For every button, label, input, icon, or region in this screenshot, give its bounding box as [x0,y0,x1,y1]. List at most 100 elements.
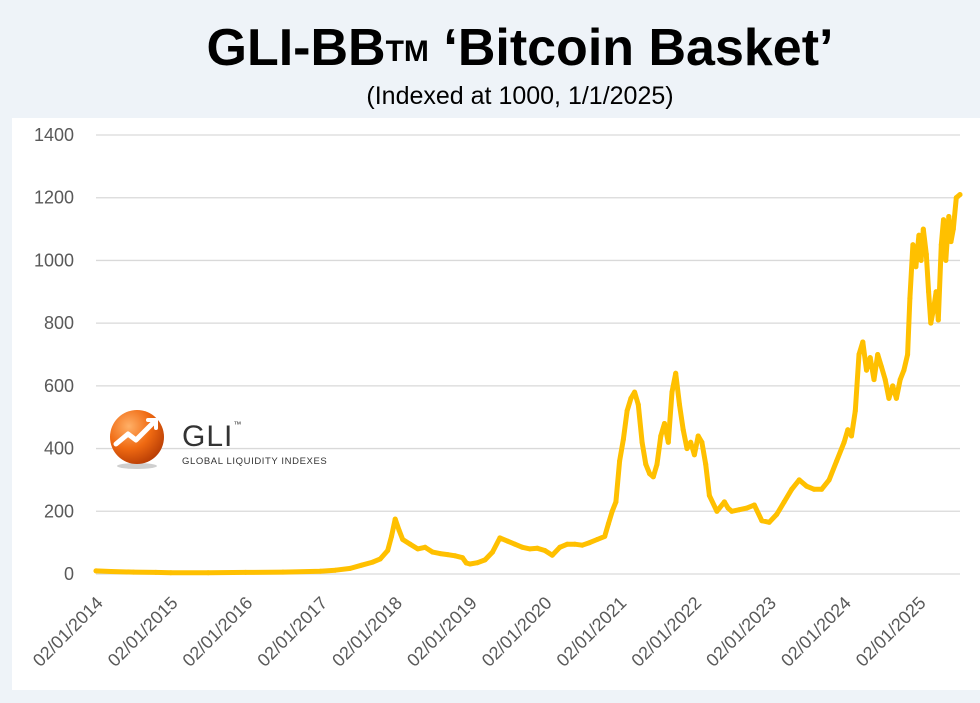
data-point-0-125 [943,257,949,263]
data-point-0-18 [400,537,406,542]
x-tick-label-3: 02/01/2017 [253,593,331,671]
data-point-0-65 [673,370,679,376]
data-point-0-73 [703,461,709,467]
data-point-0-103 [879,364,884,370]
data-point-0-35 [519,544,525,550]
data-point-0-90 [819,486,825,492]
gli-logo-icon [110,410,164,469]
data-point-0-85 [781,499,787,505]
data-point-0-17 [396,527,402,533]
data-point-0-81 [751,502,757,508]
data-point-0-6 [243,569,249,575]
data-point-0-64 [669,389,675,395]
data-point-0-21 [422,544,428,550]
data-point-0-91 [826,477,832,483]
data-point-0-32 [497,535,503,541]
line-chart: 020040060080010001200140002/01/201402/01… [29,125,963,671]
data-point-0-2 [130,569,136,575]
data-point-0-92 [834,458,840,464]
data-point-0-99 [864,367,869,373]
data-point-0-30 [482,557,488,563]
data-point-0-79 [736,507,742,513]
data-point-0-122 [935,317,941,323]
data-point-0-39 [549,552,555,558]
data-point-0-47 [605,521,611,527]
data-point-0-51 [620,436,626,442]
data-point-0-40 [557,544,563,550]
data-point-0-95 [849,433,854,439]
data-point-0-59 [650,474,656,480]
data-point-0-129 [953,195,959,201]
y-tick-label-1000: 1000 [34,250,74,270]
data-point-0-74 [706,493,712,499]
data-point-0-52 [624,408,630,414]
data-point-0-86 [789,486,795,492]
data-point-0-82 [759,518,765,524]
data-point-0-36 [527,546,533,552]
chart-subtitle: (Indexed at 1000, 1/1/2025) [366,82,674,110]
data-point-0-110 [905,352,911,357]
data-point-0-57 [643,461,649,467]
x-tick-label-1: 02/01/2015 [104,593,182,671]
data-point-0-26 [460,555,465,561]
data-point-0-84 [774,511,780,517]
y-tick-label-600: 600 [44,376,74,396]
data-point-0-46 [602,533,608,539]
data-point-0-100 [867,355,873,361]
data-point-0-76 [721,499,727,505]
data-point-0-128 [950,226,956,232]
x-tick-label-2: 02/01/2016 [179,593,257,671]
data-point-0-61 [658,433,664,439]
data-point-0-25 [452,553,458,559]
data-point-0-77 [725,505,731,511]
data-point-0-66 [677,402,682,408]
x-tick-label-7: 02/01/2021 [553,593,631,671]
data-point-0-34 [512,541,518,547]
data-point-0-113 [913,264,919,270]
data-point-0-58 [647,471,653,477]
data-point-0-55 [635,402,641,408]
data-point-0-4 [168,570,174,576]
data-point-0-67 [680,427,686,433]
data-point-0-8 [317,568,323,574]
data-point-0-72 [699,439,705,445]
data-point-0-11 [359,562,365,568]
data-point-0-80 [744,505,750,511]
data-point-0-9 [332,567,338,573]
data-point-0-116 [920,226,926,232]
gli-logo-wordmark: GLI [182,420,234,453]
data-point-0-28 [467,561,473,567]
y-tick-label-1200: 1200 [34,188,74,208]
x-tick-label-10: 02/01/2024 [777,593,855,671]
data-point-0-94 [845,427,851,433]
data-point-0-31 [490,549,495,555]
data-point-0-87 [796,477,802,483]
chart-title: GLI-BBTM ‘Bitcoin Basket’ [0,18,980,78]
x-tick-label-11: 02/01/2025 [852,593,930,671]
data-point-0-15 [389,533,394,539]
data-point-0-107 [893,395,899,401]
data-point-0-105 [886,395,892,401]
data-point-0-24 [445,552,451,558]
data-point-0-109 [901,367,907,373]
data-point-0-78 [729,508,735,514]
data-point-0-106 [890,383,896,389]
data-point-0-13 [377,556,383,562]
title-trademark: TM [385,35,429,68]
gli-logo-name: GLI™ [182,420,242,454]
data-point-0-14 [385,548,391,553]
data-point-0-101 [871,377,877,383]
data-point-0-41 [564,541,570,547]
data-point-0-117 [923,251,929,257]
data-point-0-19 [407,541,413,547]
x-tick-label-8: 02/01/2022 [627,593,705,671]
data-point-0-22 [430,549,436,555]
data-point-0-123 [938,242,944,248]
x-tick-label-9: 02/01/2023 [702,593,780,671]
data-point-0-114 [916,232,922,238]
data-point-0-112 [910,242,916,248]
data-point-0-16 [392,516,398,522]
title-rest: ‘Bitcoin Basket’ [428,19,834,77]
data-point-0-23 [437,551,443,557]
data-point-0-60 [654,461,660,467]
